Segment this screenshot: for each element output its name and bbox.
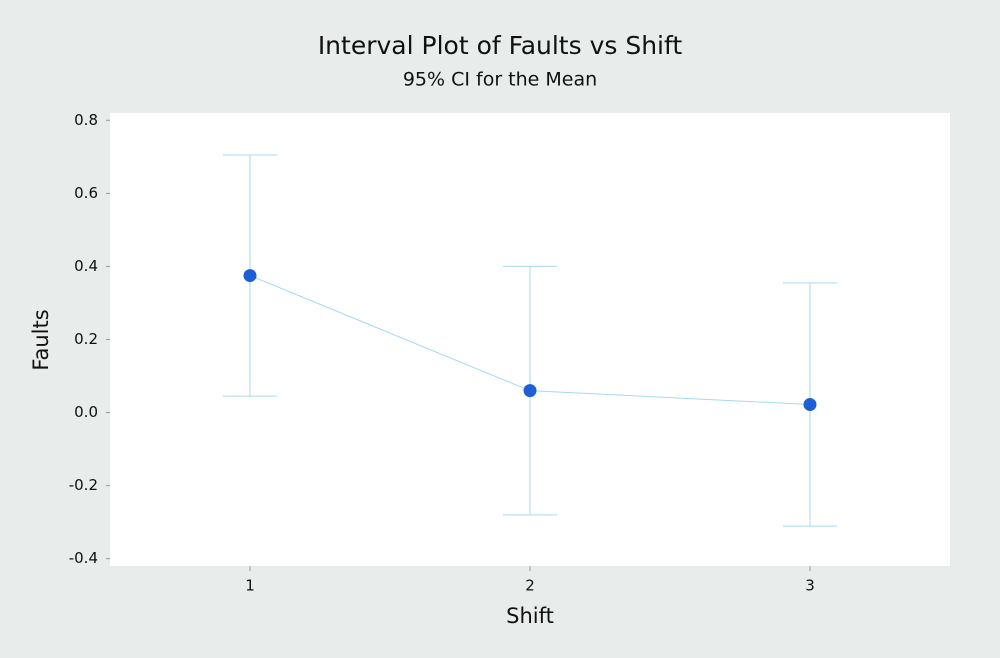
y-tick-label: -0.4 xyxy=(69,549,98,567)
chart-subtitle: 95% CI for the Mean xyxy=(403,69,597,91)
y-tick-label: 0.6 xyxy=(74,184,98,202)
y-tick-label: 0.4 xyxy=(74,257,98,275)
chart-title: Interval Plot of Faults vs Shift xyxy=(318,31,683,60)
x-tick-label: 2 xyxy=(525,577,535,595)
y-axis-label: Faults xyxy=(29,309,53,370)
x-tick-label: 3 xyxy=(805,577,815,595)
y-tick-label: -0.2 xyxy=(69,476,98,494)
mean-point xyxy=(523,384,537,398)
x-tick-label: 1 xyxy=(245,577,255,595)
mean-point xyxy=(243,269,257,283)
y-tick-label: 0.8 xyxy=(74,111,98,129)
mean-point xyxy=(803,398,817,412)
x-axis-label: Shift xyxy=(506,604,554,628)
y-tick-label: 0.0 xyxy=(74,403,98,421)
y-tick-label: 0.2 xyxy=(74,330,98,348)
